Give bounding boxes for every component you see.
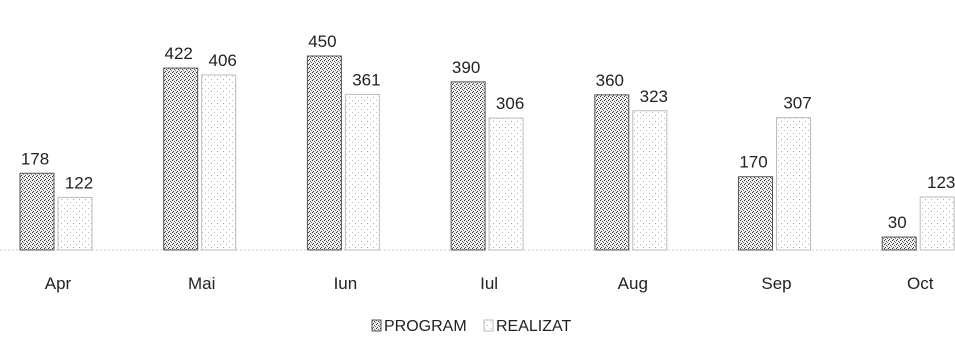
- bar-realizat-iun: [344, 93, 380, 251]
- category-tick-oct: Oct: [907, 274, 934, 293]
- bar-program-iun: [306, 55, 342, 251]
- bar-program-oct: [881, 236, 917, 251]
- data-label-program-aug: 360: [596, 71, 624, 90]
- bar-program-apr: [19, 172, 55, 251]
- data-label-program-iun: 450: [308, 32, 336, 51]
- data-label-program-mai: 422: [165, 44, 193, 63]
- data-label-realizat-sep: 307: [783, 94, 811, 113]
- legend-label-program: PROGRAM: [384, 318, 467, 335]
- value-labels-layer: 178 122 422 406 450 361 390 306 360 323 170 307 30 12…: [21, 32, 955, 232]
- bars-layer: [0, 55, 955, 251]
- category-ticks-layer: Apr Mai Iun Iul Aug Sep Oct: [45, 274, 934, 293]
- bar-realizat-oct: [919, 196, 955, 251]
- category-tick-iun: Iun: [334, 274, 358, 293]
- legend-swatch-program: [371, 319, 382, 332]
- data-label-realizat-aug: 323: [640, 87, 668, 106]
- bar-realizat-sep: [776, 117, 811, 251]
- legend-swatch-realizat: [483, 319, 494, 332]
- bar-realizat-mai: [201, 74, 237, 251]
- data-label-program-apr: 178: [21, 149, 49, 168]
- bar-program-aug: [594, 94, 630, 251]
- data-label-program-sep: 170: [739, 153, 767, 172]
- bar-realizat-aug: [632, 110, 668, 251]
- data-label-program-oct: 30: [888, 213, 907, 232]
- legend: PROGRAM REALIZAT: [371, 318, 572, 335]
- legend-label-realizat: REALIZAT: [496, 318, 572, 335]
- bar-program-iul: [450, 81, 486, 251]
- bar-program-sep: [738, 176, 773, 251]
- category-tick-sep: Sep: [761, 274, 791, 293]
- data-label-realizat-oct: 123: [927, 173, 955, 192]
- data-label-realizat-iul: 306: [496, 94, 524, 113]
- category-tick-iul: Iul: [480, 274, 498, 293]
- data-label-realizat-mai: 406: [209, 51, 237, 70]
- data-label-program-iul: 390: [452, 58, 480, 77]
- category-tick-mai: Mai: [188, 274, 215, 293]
- data-label-realizat-apr: 122: [65, 173, 93, 192]
- bar-realizat-iul: [488, 117, 524, 251]
- category-tick-aug: Aug: [618, 274, 648, 293]
- bar-realizat-apr: [57, 196, 93, 251]
- category-tick-apr: Apr: [45, 274, 72, 293]
- data-label-realizat-iun: 361: [352, 70, 380, 89]
- bar-program-mai: [163, 67, 199, 251]
